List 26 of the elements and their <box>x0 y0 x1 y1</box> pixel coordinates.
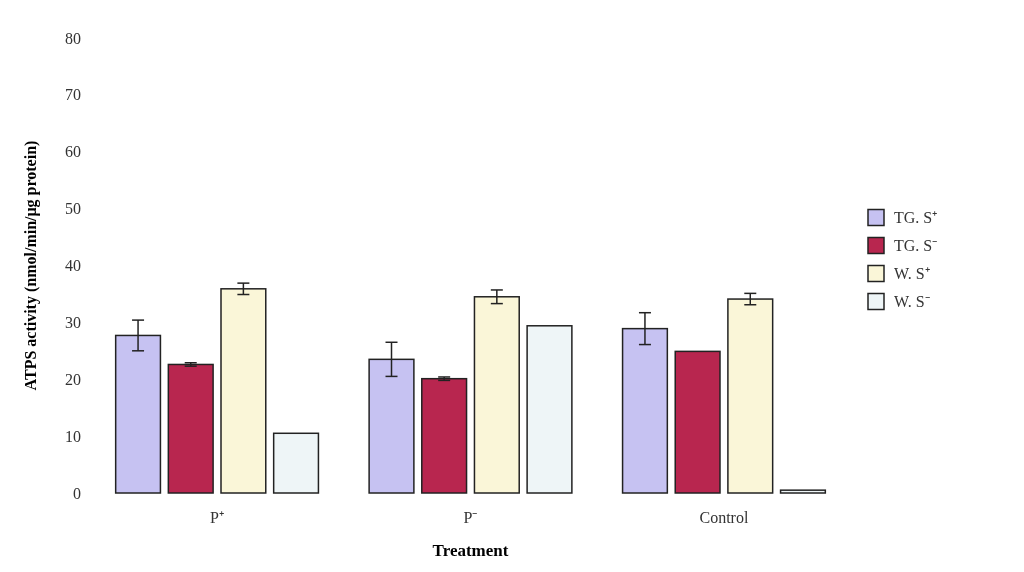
legend-label: W. S⁺ <box>894 265 930 283</box>
y-axis-title: ATPS activity (nmol/min/μg protein) <box>22 140 40 391</box>
x-tick-label: P⁻ <box>463 509 478 526</box>
x-axis-title: Treatment <box>432 541 509 560</box>
y-tick-label: 20 <box>65 370 81 388</box>
legend-label: TG. S⁻ <box>894 237 938 255</box>
y-tick-label: 40 <box>65 257 81 275</box>
legend-label: W. S⁻ <box>894 293 930 311</box>
y-tick-label: 60 <box>65 143 81 161</box>
y-tick-label: 80 <box>65 29 81 47</box>
bar <box>674 350 721 494</box>
x-tick-label: Control <box>699 509 749 526</box>
bar <box>167 363 214 494</box>
legend-label: TG. S⁺ <box>894 209 938 227</box>
bar <box>220 288 267 494</box>
y-tick-label: 0 <box>73 484 81 502</box>
bar <box>272 432 320 494</box>
y-tick-label: 10 <box>65 427 81 445</box>
bar <box>727 298 774 494</box>
y-tick-label: 70 <box>65 86 81 104</box>
bar <box>779 489 827 494</box>
bar <box>526 325 573 494</box>
y-tick-label: 50 <box>65 200 81 218</box>
y-tick-label: 30 <box>65 313 81 331</box>
x-tick-label: P⁺ <box>210 509 224 526</box>
bar <box>421 377 468 494</box>
